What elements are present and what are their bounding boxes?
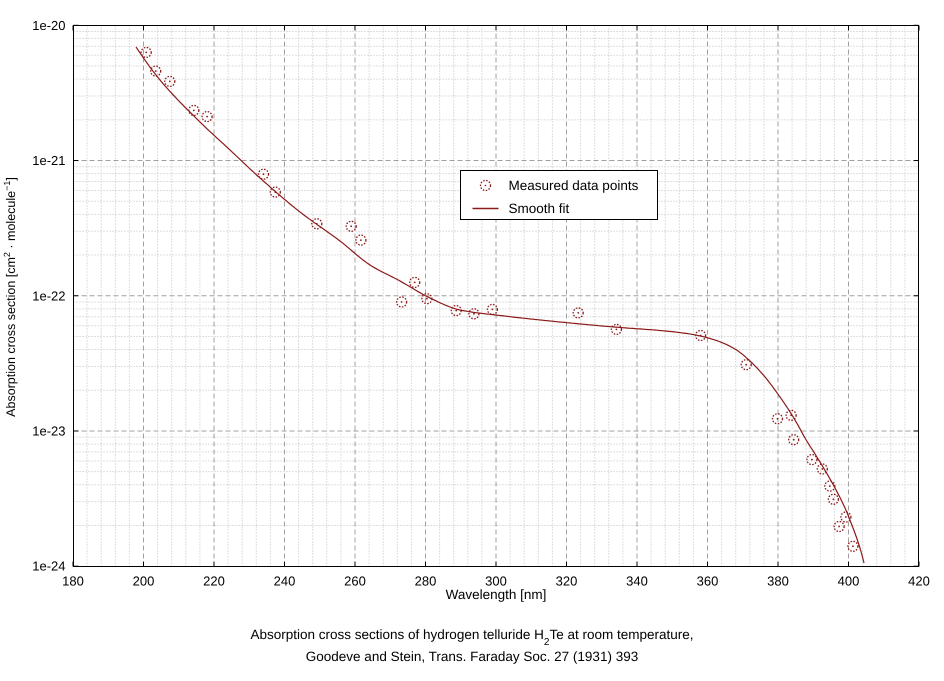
svg-text:Smooth fit: Smooth fit	[509, 201, 570, 216]
svg-text:220: 220	[203, 574, 225, 589]
svg-text:Wavelength [nm]: Wavelength [nm]	[446, 587, 547, 602]
svg-text:1e-24: 1e-24	[32, 559, 65, 574]
svg-text:1e-22: 1e-22	[32, 288, 65, 303]
svg-text:200: 200	[133, 574, 155, 589]
svg-text:420: 420	[908, 574, 930, 589]
svg-text:Absorption cross section [cm2: Absorption cross section [cm2 · molecule…	[2, 177, 18, 417]
svg-text:240: 240	[274, 574, 296, 589]
svg-text:Measured data points: Measured data points	[509, 178, 639, 193]
svg-text:1e-21: 1e-21	[32, 153, 65, 168]
svg-text:360: 360	[697, 574, 719, 589]
svg-text:380: 380	[767, 574, 789, 589]
svg-text:1e-23: 1e-23	[32, 423, 65, 438]
svg-text:180: 180	[62, 574, 84, 589]
svg-text:Goodeve and Stein, Trans. Fara: Goodeve and Stein, Trans. Faraday Soc. 2…	[306, 649, 638, 664]
svg-text:280: 280	[415, 574, 437, 589]
svg-text:340: 340	[626, 574, 648, 589]
svg-text:400: 400	[838, 574, 860, 589]
svg-text:260: 260	[344, 574, 366, 589]
svg-text:1e-20: 1e-20	[32, 18, 65, 33]
svg-text:320: 320	[556, 574, 578, 589]
